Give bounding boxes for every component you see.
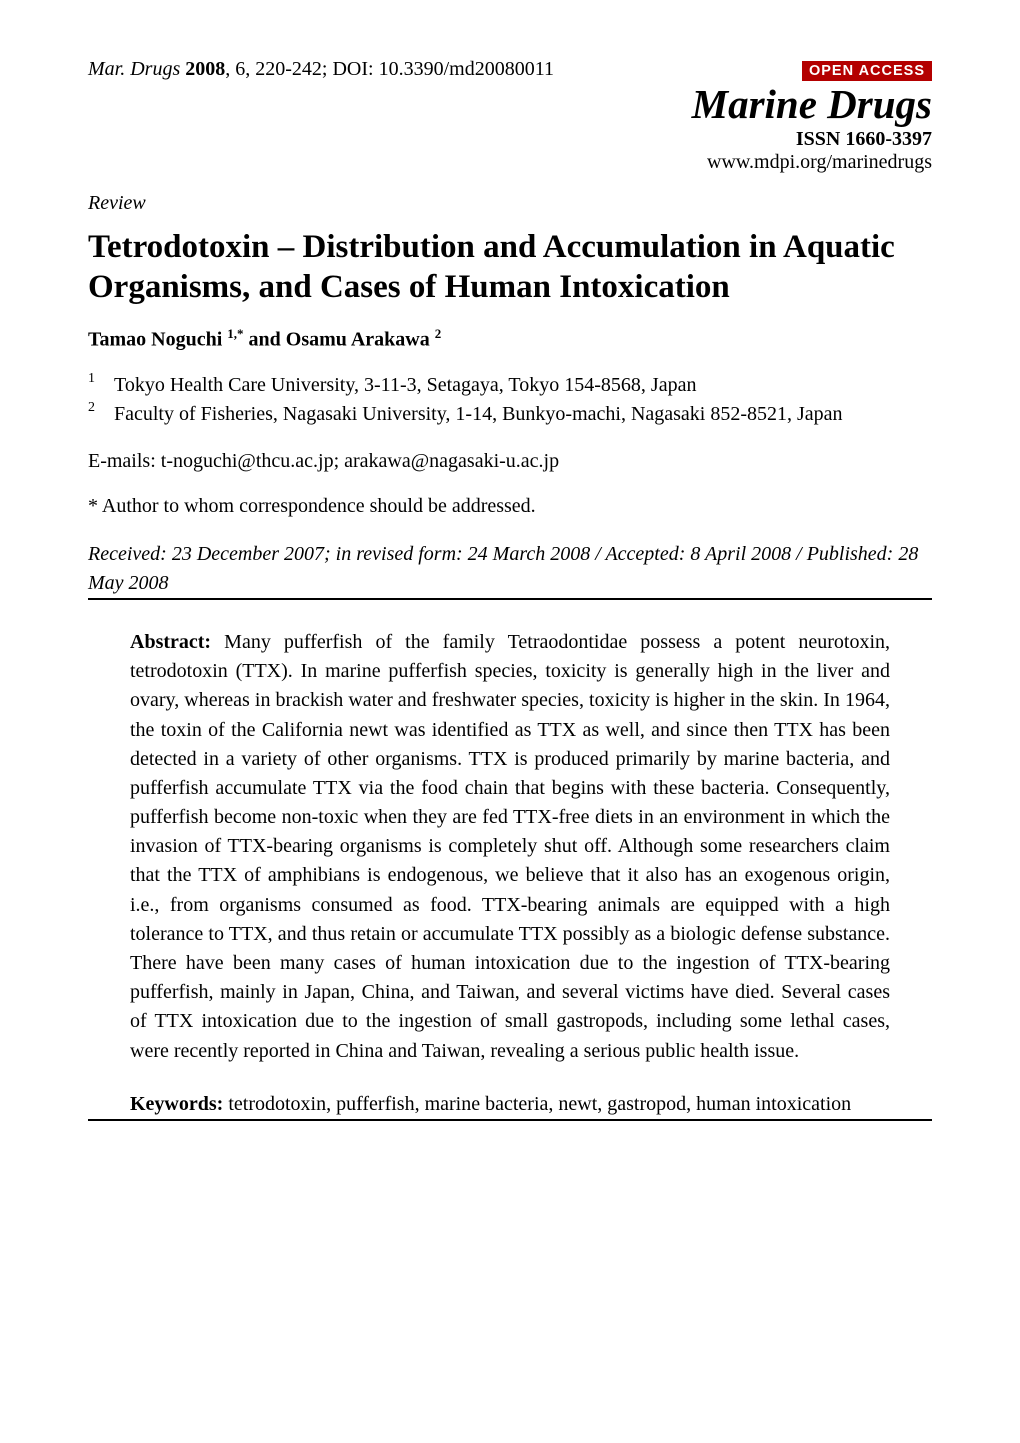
horizontal-rule	[88, 1119, 932, 1121]
affiliation-number: 2	[88, 398, 102, 426]
article-type-label: Review	[88, 192, 932, 215]
keywords-text: tetrodotoxin, pufferfish, marine bacteri…	[228, 1093, 851, 1115]
running-citation: Mar. Drugs 2008, 6, 220-242; DOI: 10.339…	[88, 58, 554, 81]
keywords: Keywords: tetrodotoxin, pufferfish, mari…	[130, 1090, 890, 1119]
abstract-text: Many pufferfish of the family Tetraodont…	[130, 631, 890, 1062]
journal-title: Marine Drugs	[692, 83, 932, 126]
author-1-marks: 1,*	[227, 326, 243, 341]
affiliation-row: 1 Tokyo Health Care University, 3-11-3, …	[88, 371, 932, 399]
citation-year: 2008	[185, 58, 225, 80]
doi-label: DOI:	[332, 58, 373, 80]
abstract-label: Abstract:	[130, 631, 211, 653]
affiliations: 1 Tokyo Health Care University, 3-11-3, …	[88, 371, 932, 428]
publication-dates: Received: 23 December 2007; in revised f…	[88, 540, 932, 598]
header-row: Mar. Drugs 2008, 6, 220-242; DOI: 10.339…	[88, 58, 932, 174]
author-2-marks: 2	[435, 326, 442, 341]
correspondence-line: * Author to whom correspondence should b…	[88, 495, 932, 518]
page: Mar. Drugs 2008, 6, 220-242; DOI: 10.339…	[0, 0, 1020, 1443]
affiliation-text: Faculty of Fisheries, Nagasaki Universit…	[114, 400, 843, 428]
journal-abbrev: Mar. Drugs	[88, 58, 180, 80]
citation-volume: 6	[235, 58, 245, 80]
affiliation-text: Tokyo Health Care University, 3-11-3, Se…	[114, 371, 696, 399]
keywords-label: Keywords:	[130, 1093, 223, 1115]
author-joiner: and	[249, 328, 286, 350]
author-list: Tamao Noguchi 1,* and Osamu Arakawa 2	[88, 326, 932, 352]
open-access-badge: OPEN ACCESS	[802, 61, 932, 81]
issn-line: ISSN 1660-3397	[692, 128, 932, 151]
horizontal-rule	[88, 598, 932, 600]
affiliation-number: 1	[88, 369, 102, 397]
journal-banner: OPEN ACCESS Marine Drugs ISSN 1660-3397 …	[692, 58, 932, 174]
article-title: Tetrodotoxin – Distribution and Accumula…	[88, 227, 932, 308]
author-1-name: Tamao Noguchi	[88, 328, 222, 350]
journal-url: www.mdpi.org/marinedrugs	[692, 151, 932, 174]
affiliation-row: 2 Faculty of Fisheries, Nagasaki Univers…	[88, 400, 932, 428]
citation-pages: 220-242	[255, 58, 322, 80]
emails-line: E-mails: t-noguchi@thcu.ac.jp; arakawa@n…	[88, 450, 932, 473]
abstract: Abstract: Many pufferfish of the family …	[130, 628, 890, 1066]
doi-value: 10.3390/md20080011	[379, 58, 554, 80]
author-2-name: Osamu Arakawa	[286, 328, 430, 350]
